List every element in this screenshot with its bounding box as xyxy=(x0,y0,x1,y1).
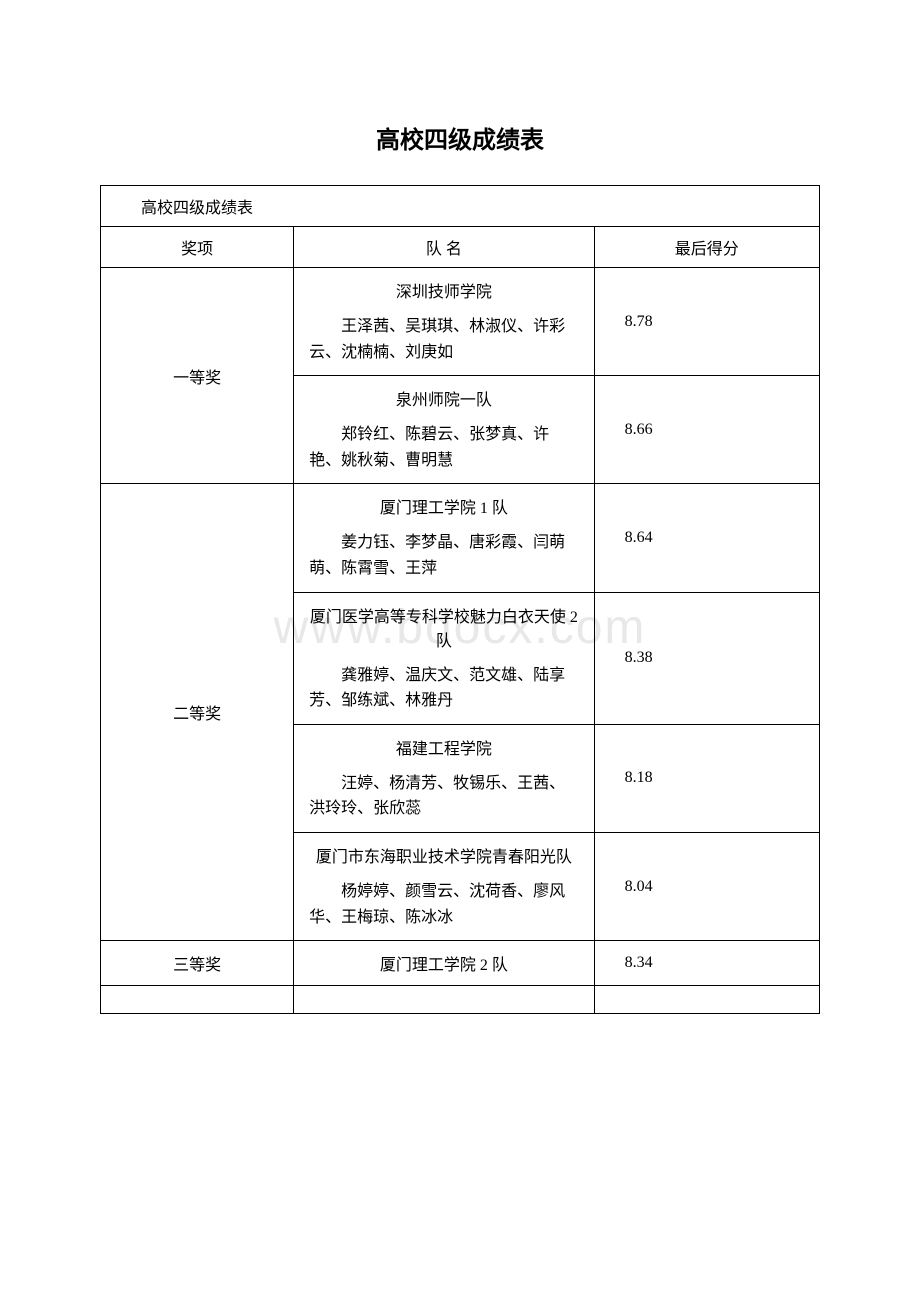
page-title: 高校四级成绩表 xyxy=(100,120,820,155)
team-name: 厦门医学高等专科学校魅力白衣天使 2 队 xyxy=(309,603,578,651)
team-cell: 厦门医学高等专科学校魅力白衣天使 2 队 龚雅婷、温庆文、范文雄、陆享芳、邹练斌… xyxy=(294,592,594,724)
team-members: 龚雅婷、温庆文、范文雄、陆享芳、邹练斌、林雅丹 xyxy=(309,663,578,714)
table-row: 二等奖 厦门理工学院 1 队 姜力钰、李梦晶、唐彩霞、闫萌萌、陈霄雪、王萍 8.… xyxy=(101,484,820,592)
score-cell: 8.04 xyxy=(594,832,819,940)
score-cell: 8.66 xyxy=(594,376,819,484)
score-cell: 8.38 xyxy=(594,592,819,724)
empty-row xyxy=(101,986,820,1014)
header-team: 队 名 xyxy=(294,227,594,268)
empty-cell xyxy=(101,986,294,1014)
team-name: 厦门市东海职业技术学院青春阳光队 xyxy=(309,843,578,867)
empty-cell xyxy=(594,986,819,1014)
empty-cell xyxy=(294,986,594,1014)
award-cell: 三等奖 xyxy=(101,941,294,986)
score-cell: 8.18 xyxy=(594,724,819,832)
team-cell: 厦门市东海职业技术学院青春阳光队 杨婷婷、颜雪云、沈荷香、廖风华、王梅琼、陈冰冰 xyxy=(294,832,594,940)
caption-row: 高校四级成绩表 xyxy=(101,186,820,227)
header-row: 奖项 队 名 最后得分 xyxy=(101,227,820,268)
score-cell: 8.34 xyxy=(594,941,819,986)
score-cell: 8.64 xyxy=(594,484,819,592)
team-cell: 厦门理工学院 2 队 xyxy=(294,941,594,986)
team-members: 郑铃红、陈碧云、张梦真、许 艳、姚秋菊、曹明慧 xyxy=(309,422,578,473)
team-name: 厦门理工学院 2 队 xyxy=(309,951,578,975)
team-cell: 福建工程学院 汪婷、杨清芳、牧锡乐、王茜、洪玲玲、张欣蕊 xyxy=(294,724,594,832)
team-cell: 泉州师院一队 郑铃红、陈碧云、张梦真、许 艳、姚秋菊、曹明慧 xyxy=(294,376,594,484)
team-name: 深圳技师学院 xyxy=(309,278,578,302)
team-name: 厦门理工学院 1 队 xyxy=(309,494,578,518)
score-cell: 8.78 xyxy=(594,268,819,376)
table-caption: 高校四级成绩表 xyxy=(101,186,820,227)
team-name: 福建工程学院 xyxy=(309,735,578,759)
header-award: 奖项 xyxy=(101,227,294,268)
header-score: 最后得分 xyxy=(594,227,819,268)
award-cell: 一等奖 xyxy=(101,268,294,484)
team-members: 杨婷婷、颜雪云、沈荷香、廖风华、王梅琼、陈冰冰 xyxy=(309,879,578,930)
team-members: 姜力钰、李梦晶、唐彩霞、闫萌萌、陈霄雪、王萍 xyxy=(309,530,578,581)
table-row: 三等奖 厦门理工学院 2 队 8.34 xyxy=(101,941,820,986)
table-row: 一等奖 深圳技师学院 王泽茜、吴琪琪、林淑仪、许彩云、沈楠楠、刘庚如 8.78 xyxy=(101,268,820,376)
team-cell: 深圳技师学院 王泽茜、吴琪琪、林淑仪、许彩云、沈楠楠、刘庚如 xyxy=(294,268,594,376)
award-cell: 二等奖 xyxy=(101,484,294,941)
team-members: 汪婷、杨清芳、牧锡乐、王茜、洪玲玲、张欣蕊 xyxy=(309,771,578,822)
scores-table: 高校四级成绩表 奖项 队 名 最后得分 一等奖 深圳技师学院 王泽茜、吴琪琪、林… xyxy=(100,185,820,1014)
team-cell: 厦门理工学院 1 队 姜力钰、李梦晶、唐彩霞、闫萌萌、陈霄雪、王萍 xyxy=(294,484,594,592)
team-name: 泉州师院一队 xyxy=(309,386,578,410)
team-members: 王泽茜、吴琪琪、林淑仪、许彩云、沈楠楠、刘庚如 xyxy=(309,314,578,365)
